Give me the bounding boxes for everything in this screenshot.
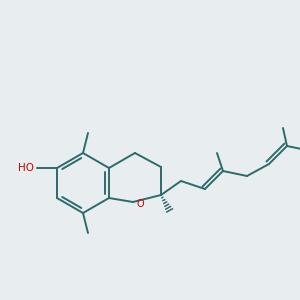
Text: O: O [137, 199, 145, 209]
Text: HO: HO [18, 163, 34, 173]
